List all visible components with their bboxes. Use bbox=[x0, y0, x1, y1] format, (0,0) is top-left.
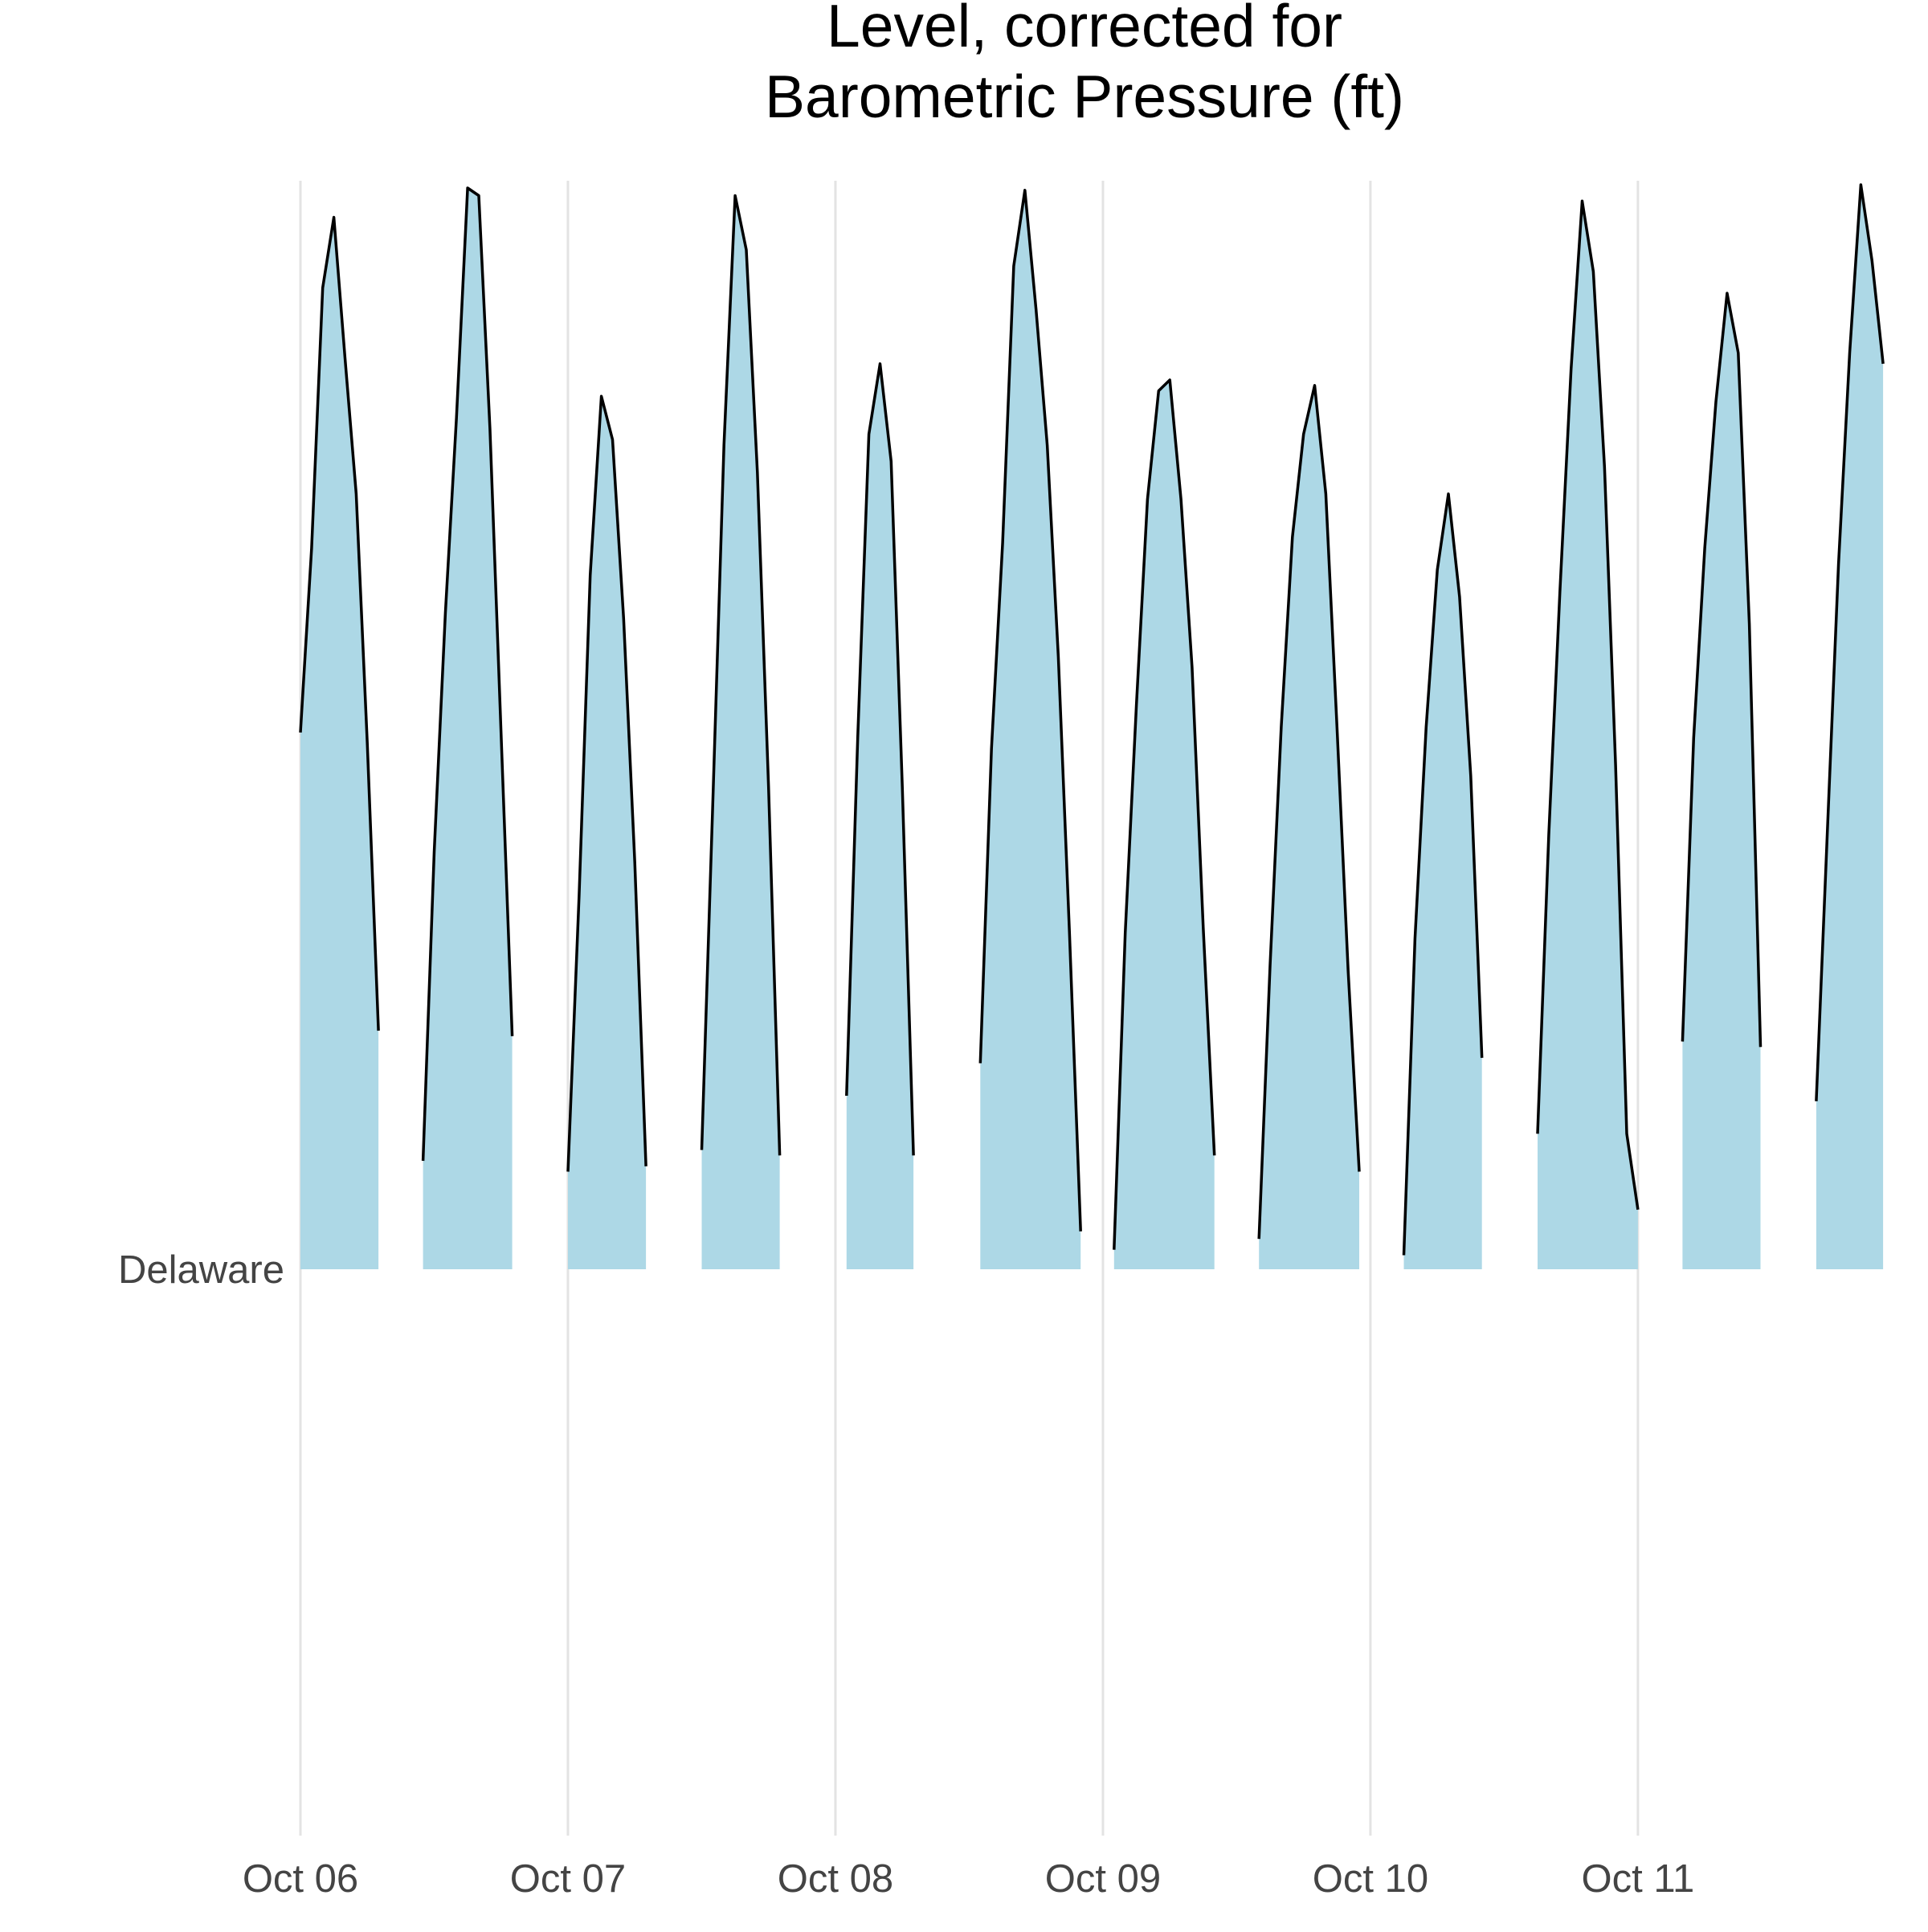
ridge-area-series bbox=[299, 183, 1885, 1269]
ridge-line bbox=[1113, 378, 1216, 1250]
ridge-area bbox=[1113, 380, 1215, 1269]
ridge-line bbox=[1402, 492, 1484, 1256]
y-axis: Delaware bbox=[118, 1248, 284, 1292]
chart-title: Level, corrected for Barometric Pressure… bbox=[765, 0, 1404, 130]
ridge-area bbox=[1538, 201, 1638, 1269]
x-tick-label: Oct 09 bbox=[1045, 1857, 1161, 1901]
x-tick-label: Oct 11 bbox=[1582, 1857, 1695, 1901]
ridge-area bbox=[423, 188, 513, 1269]
ridge-area bbox=[1816, 185, 1884, 1269]
ridge-line bbox=[566, 394, 647, 1172]
chart-title-line-1: Level, corrected for bbox=[827, 0, 1342, 59]
ridge-line bbox=[1536, 199, 1640, 1211]
ridge-area bbox=[1259, 385, 1359, 1269]
ridge-line bbox=[421, 186, 514, 1162]
ridge-area bbox=[568, 396, 647, 1269]
ridge-area bbox=[701, 195, 780, 1269]
ridge-area bbox=[1403, 493, 1482, 1269]
x-gridlines bbox=[299, 181, 1640, 1836]
ridge-line bbox=[299, 215, 380, 1031]
ridge-line bbox=[1815, 183, 1885, 1101]
x-tick-label: Oct 10 bbox=[1313, 1857, 1428, 1901]
ridge-line bbox=[1257, 384, 1361, 1240]
ridge-area bbox=[1682, 293, 1761, 1269]
ridge-line bbox=[700, 194, 782, 1156]
ridge-line bbox=[978, 189, 1082, 1231]
x-axis: Oct 06 Oct 07 Oct 08 Oct 09 Oct 10 Oct 11 bbox=[243, 1857, 1694, 1901]
ridge-area bbox=[980, 190, 1081, 1269]
ridge-line bbox=[1681, 292, 1763, 1048]
y-tick-label: Delaware bbox=[118, 1248, 284, 1292]
chart-title-line-2: Barometric Pressure (ft) bbox=[765, 63, 1404, 130]
x-tick-label: Oct 06 bbox=[243, 1857, 358, 1901]
x-tick-label: Oct 07 bbox=[510, 1857, 626, 1901]
ridge-line bbox=[845, 362, 915, 1156]
x-tick-label: Oct 08 bbox=[778, 1857, 893, 1901]
ridge-area bbox=[300, 217, 379, 1269]
